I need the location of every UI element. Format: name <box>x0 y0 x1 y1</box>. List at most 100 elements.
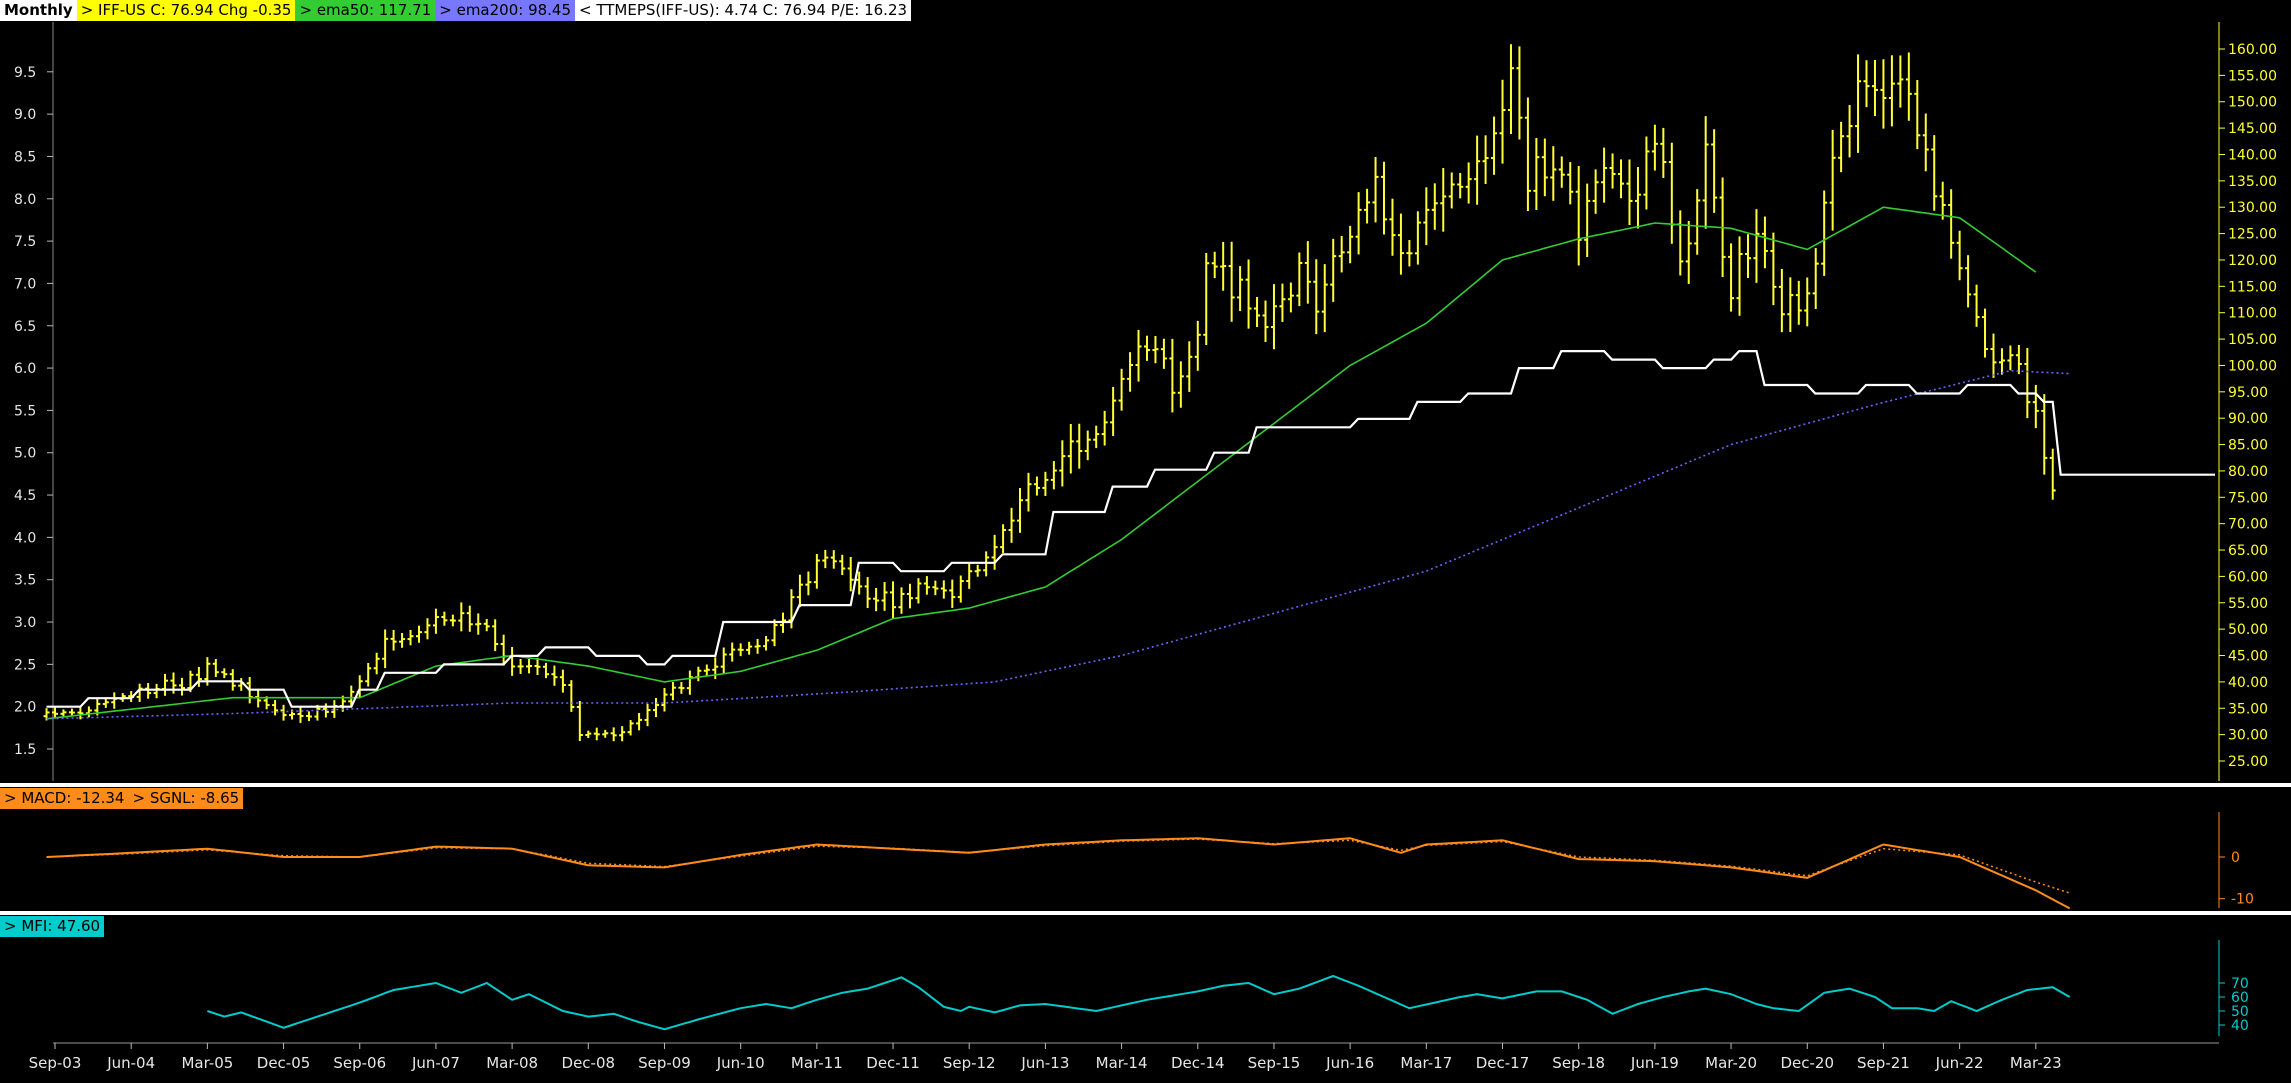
price-legend[interactable]: > IFF-US C: 76.94 Chg -0.35 <box>76 0 296 21</box>
price-tick-label: 80.00 <box>2228 464 2268 480</box>
eps-tick-label: 2.0 <box>14 700 36 716</box>
eps-tick-label: 3.0 <box>14 615 36 631</box>
eps-tick-label: 8.0 <box>14 192 36 208</box>
x-tick-label: Jun-04 <box>106 1054 155 1072</box>
mfi-legend[interactable]: > MFI: 47.60 <box>0 916 105 937</box>
price-tick-label: 75.00 <box>2228 490 2268 506</box>
macd-tick-label: -10 <box>2231 892 2254 908</box>
price-tick-label: 85.00 <box>2228 438 2268 454</box>
eps-tick-label: 5.5 <box>14 403 36 419</box>
x-tick-label: Jun-10 <box>716 1054 765 1072</box>
price-tick-label: 90.00 <box>2228 411 2268 427</box>
eps-tick-label: 8.5 <box>14 149 36 165</box>
period-label[interactable]: Monthly <box>0 0 77 21</box>
price-tick-label: 25.00 <box>2228 754 2268 770</box>
price-tick-label: 110.00 <box>2228 306 2277 322</box>
price-tick-label: 115.00 <box>2228 279 2277 295</box>
x-tick-label: Jun-16 <box>1325 1054 1374 1072</box>
price-tick-label: 155.00 <box>2228 68 2277 84</box>
mfi-tick-label: 70 <box>2231 976 2249 992</box>
ema50-legend[interactable]: > ema50: 117.71 <box>295 0 436 21</box>
eps-tick-label: 2.5 <box>14 657 36 673</box>
price-tick-label: 40.00 <box>2228 675 2268 691</box>
eps-legend[interactable]: < TTMEPS(IFF-US): 4.74 C: 76.94 P/E: 16.… <box>575 0 912 21</box>
x-tick-label: Sep-18 <box>1552 1054 1605 1072</box>
macd-legend[interactable]: > MACD: -12.34 <box>0 788 129 809</box>
eps-tick-label: 1.5 <box>14 742 36 758</box>
x-tick-label: Jun-07 <box>411 1054 460 1072</box>
time-axis: Sep-03 Jun-04 Mar-05 Dec-05 Sep-06 Jun-07 Mar-… <box>29 1042 2219 1072</box>
x-tick-label: Sep-21 <box>1857 1054 1910 1072</box>
x-tick-label: Dec-05 <box>257 1054 311 1072</box>
x-tick-label: Dec-14 <box>1171 1054 1225 1072</box>
macd-tick-label: 0 <box>2231 850 2240 866</box>
price-tick-label: 100.00 <box>2228 358 2277 374</box>
x-tick-label: Mar-20 <box>1705 1054 1757 1072</box>
panel-separator-1 <box>0 783 2291 787</box>
x-tick-label: Dec-17 <box>1476 1054 1530 1072</box>
x-tick-label: Dec-08 <box>562 1054 616 1072</box>
eps-tick-label: 4.5 <box>14 488 36 504</box>
x-tick-label: Sep-12 <box>943 1054 996 1072</box>
eps-tick-label: 7.5 <box>14 234 36 250</box>
price-tick-label: 120.00 <box>2228 253 2277 269</box>
x-tick-label: Jun-22 <box>1935 1054 1984 1072</box>
x-tick-label: Mar-11 <box>791 1054 843 1072</box>
price-tick-label: 35.00 <box>2228 701 2268 717</box>
eps-tick-label: 3.5 <box>14 573 36 589</box>
macd-line <box>46 837 2071 910</box>
price-tick-label: 160.00 <box>2228 42 2277 58</box>
eps-tick-label: 7.0 <box>14 276 36 292</box>
price-tick-label: 70.00 <box>2228 517 2268 533</box>
x-tick-label: Mar-14 <box>1096 1054 1148 1072</box>
price-tick-label: 60.00 <box>2228 569 2268 585</box>
price-tick-label: 130.00 <box>2228 200 2277 216</box>
mfi-tick-label: 40 <box>2231 1018 2249 1034</box>
mfi-tick-label: 60 <box>2231 990 2249 1006</box>
x-tick-label: Mar-23 <box>2010 1054 2062 1072</box>
mfi-line <box>207 974 2071 1031</box>
eps-tick-label: 9.0 <box>14 107 36 123</box>
eps-tick-label: 9.5 <box>14 65 36 81</box>
price-tick-label: 125.00 <box>2228 227 2277 243</box>
price-tick-label: 140.00 <box>2228 147 2277 163</box>
price-tick-label: 50.00 <box>2228 622 2268 638</box>
price-tick-label: 95.00 <box>2228 385 2268 401</box>
price-tick-label: 135.00 <box>2228 174 2277 190</box>
x-tick-label: Mar-17 <box>1400 1054 1452 1072</box>
x-tick-label: Jun-19 <box>1630 1054 1679 1072</box>
price-tick-label: 145.00 <box>2228 121 2277 137</box>
price-tick-label: 45.00 <box>2228 649 2268 665</box>
x-tick-label: Dec-11 <box>866 1054 920 1072</box>
mfi-tick-label: 50 <box>2231 1004 2249 1020</box>
mfi-legend-bar: > MFI: 47.60 <box>0 916 105 937</box>
x-tick-label: Mar-05 <box>181 1054 233 1072</box>
price-tick-label: 150.00 <box>2228 95 2277 111</box>
macd-legend-bar: > MACD: -12.34 > SGNL: -8.65 <box>0 788 244 809</box>
x-tick-label: Mar-08 <box>486 1054 538 1072</box>
eps-tick-label: 5.0 <box>14 446 36 462</box>
signal-legend[interactable]: > SGNL: -8.65 <box>128 788 244 809</box>
ttm-eps-line <box>46 350 2215 708</box>
price-tick-label: 65.00 <box>2228 543 2268 559</box>
x-tick-label: Sep-15 <box>1248 1054 1301 1072</box>
signal-line <box>46 838 2070 894</box>
price-legend-bar: Monthly > IFF-US C: 76.94 Chg -0.35 > em… <box>0 0 912 21</box>
eps-tick-label: 6.5 <box>14 319 36 335</box>
x-tick-label: Sep-09 <box>638 1054 691 1072</box>
panel-separator-2 <box>0 911 2291 915</box>
price-tick-label: 55.00 <box>2228 596 2268 612</box>
ema50-line <box>46 206 2037 720</box>
eps-tick-label: 6.0 <box>14 361 36 377</box>
eps-tick-label: 4.0 <box>14 530 36 546</box>
ema200-legend[interactable]: > ema200: 98.45 <box>435 0 576 21</box>
ema200-line <box>46 369 2070 720</box>
price-panel: 25.00 30.00 35.00 40.00 45.00 50.00 55.00 60.00… <box>14 22 2277 781</box>
x-tick-label: Sep-03 <box>29 1054 82 1072</box>
x-tick-label: Jun-13 <box>1020 1054 1069 1072</box>
macd-panel: 0 -10 <box>46 812 2254 910</box>
x-tick-label: Dec-20 <box>1780 1054 1834 1072</box>
price-tick-label: 30.00 <box>2228 728 2268 744</box>
